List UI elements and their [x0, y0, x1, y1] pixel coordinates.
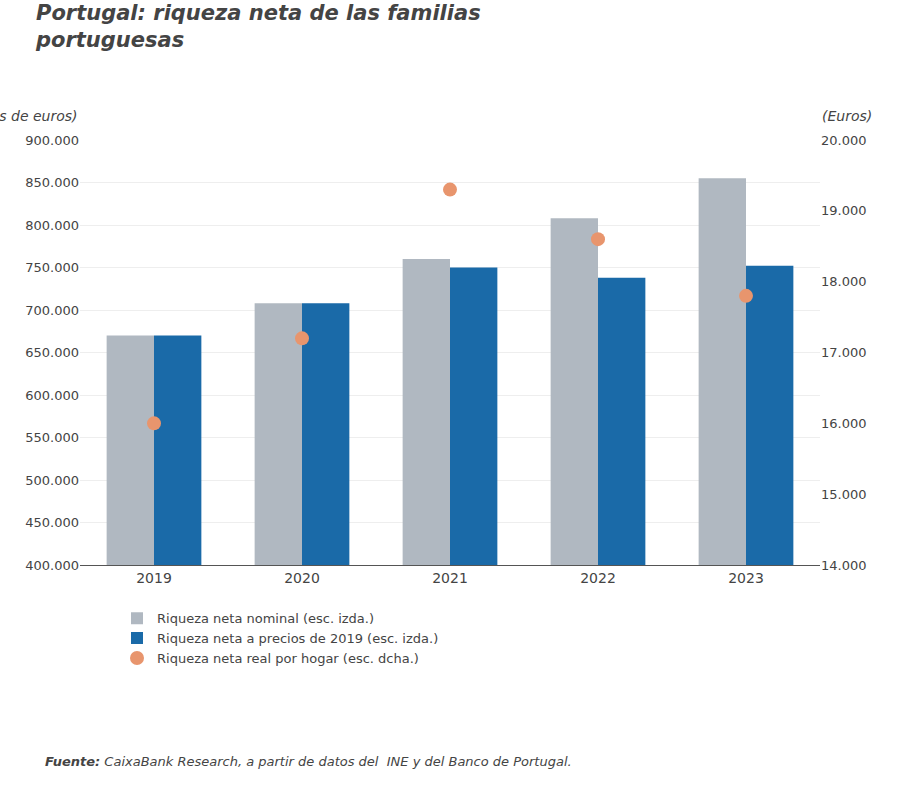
svg-text:800.000: 800.000 [25, 218, 79, 233]
svg-text:650.000: 650.000 [25, 345, 79, 360]
svg-text:700.000: 700.000 [25, 303, 79, 318]
svg-text:850.000: 850.000 [25, 175, 79, 190]
svg-text:400.000: 400.000 [25, 558, 79, 573]
svg-text:Portugal: riqueza neta de las: Portugal: riqueza neta de las familiaspo… [35, 1, 481, 52]
svg-text:750.000: 750.000 [25, 260, 79, 275]
svg-text:17.000: 17.000 [821, 345, 867, 360]
svg-text:450.000: 450.000 [25, 515, 79, 530]
svg-text:15.000: 15.000 [821, 487, 867, 502]
svg-text:20.000: 20.000 [821, 133, 867, 148]
svg-text:(Euros): (Euros) [822, 108, 872, 124]
svg-text:550.000: 550.000 [25, 430, 79, 445]
svg-text:Riqueza neta a precios de 2019: Riqueza neta a precios de 2019 (esc. izd… [157, 631, 438, 646]
svg-text:500.000: 500.000 [25, 473, 79, 488]
svg-text:2022: 2022 [580, 570, 616, 586]
svg-text:600.000: 600.000 [25, 388, 79, 403]
svg-text:19.000: 19.000 [821, 203, 867, 218]
svg-text:2023: 2023 [728, 570, 764, 586]
svg-text:18.000: 18.000 [821, 274, 867, 289]
svg-text:(Millones de euros): (Millones de euros) [0, 108, 78, 124]
svg-text:2020: 2020 [284, 570, 320, 586]
svg-text:16.000: 16.000 [821, 416, 867, 431]
svg-text:Riqueza neta real por hogar (e: Riqueza neta real por hogar (esc. dcha.) [157, 651, 419, 666]
svg-text:2021: 2021 [432, 570, 468, 586]
svg-text:Riqueza neta nominal (esc. izd: Riqueza neta nominal (esc. izda.) [157, 611, 374, 626]
svg-text:Fuente: CaixaBank Research, a: Fuente: CaixaBank Research, a partir de … [45, 754, 572, 769]
svg-text:2019: 2019 [136, 570, 172, 586]
svg-text:14.000: 14.000 [821, 558, 867, 573]
svg-text:900.000: 900.000 [25, 133, 79, 148]
